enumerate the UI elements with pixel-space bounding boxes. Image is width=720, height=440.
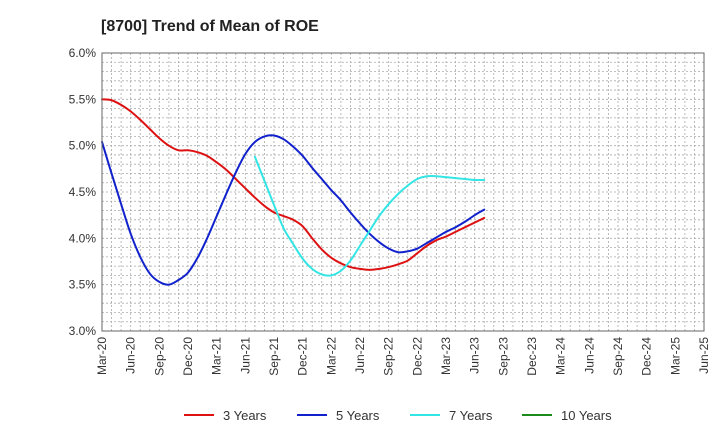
x-tick-label: Jun-20 [124,337,138,374]
series-line-7-years [253,155,486,277]
x-tick-label: Jun-25 [697,337,711,374]
x-tick-label: Mar-22 [324,337,338,375]
legend: 3 Years 5 Years 7 Years 10 Years [184,408,612,423]
y-tick-label: 6.0% [69,46,97,60]
series-line-3-years [101,98,486,271]
x-tick-label: Mar-20 [95,337,109,375]
legend-label-5-years: 5 Years [336,408,380,423]
plot-border [101,52,705,332]
x-tick-label: Jun-21 [238,337,252,374]
x-tick-label: Dec-20 [181,337,195,376]
y-tick-label: 4.0% [69,231,97,245]
y-tick-label: 4.5% [69,185,97,199]
x-tick-label: Dec-23 [525,337,539,376]
y-tick-label: 5.0% [69,139,97,153]
x-tick-label: Sep-24 [611,337,625,376]
x-tick-label: Sep-20 [152,337,166,376]
x-tick-label: Dec-24 [640,337,654,376]
x-tick-label: Dec-22 [410,337,424,376]
y-axis: 3.0% 3.5% 4.0% 4.5% 5.0% 5.5% 6.0% [69,46,97,338]
x-tick-label: Jun-24 [582,337,596,374]
x-tick-label: Mar-25 [668,337,682,375]
x-tick-label: Mar-24 [554,337,568,375]
y-tick-label: 5.5% [69,92,97,106]
series-group [101,98,486,286]
x-tick-label: Dec-21 [296,337,310,376]
legend-label-7-years: 7 Years [449,408,493,423]
x-tick-label: Jun-23 [468,337,482,374]
chart-title: [8700] Trend of Mean of ROE [101,18,319,35]
series-line-5-years [101,134,486,286]
x-tick-label: Mar-23 [439,337,453,375]
x-tick-label: Sep-23 [496,337,510,376]
x-tick-label: Sep-22 [382,337,396,376]
x-axis: Mar-20 Jun-20 Sep-20 Dec-20 Mar-21 Jun-21 Sep-… [95,337,711,376]
legend-label-10-years: 10 Years [561,408,612,423]
y-tick-label: 3.0% [69,324,97,338]
y-tick-label: 3.5% [69,278,97,292]
x-tick-label: Sep-21 [267,337,281,376]
x-tick-label: Mar-21 [210,337,224,375]
legend-label-3-years: 3 Years [223,408,267,423]
x-tick-label: Jun-22 [353,337,367,374]
